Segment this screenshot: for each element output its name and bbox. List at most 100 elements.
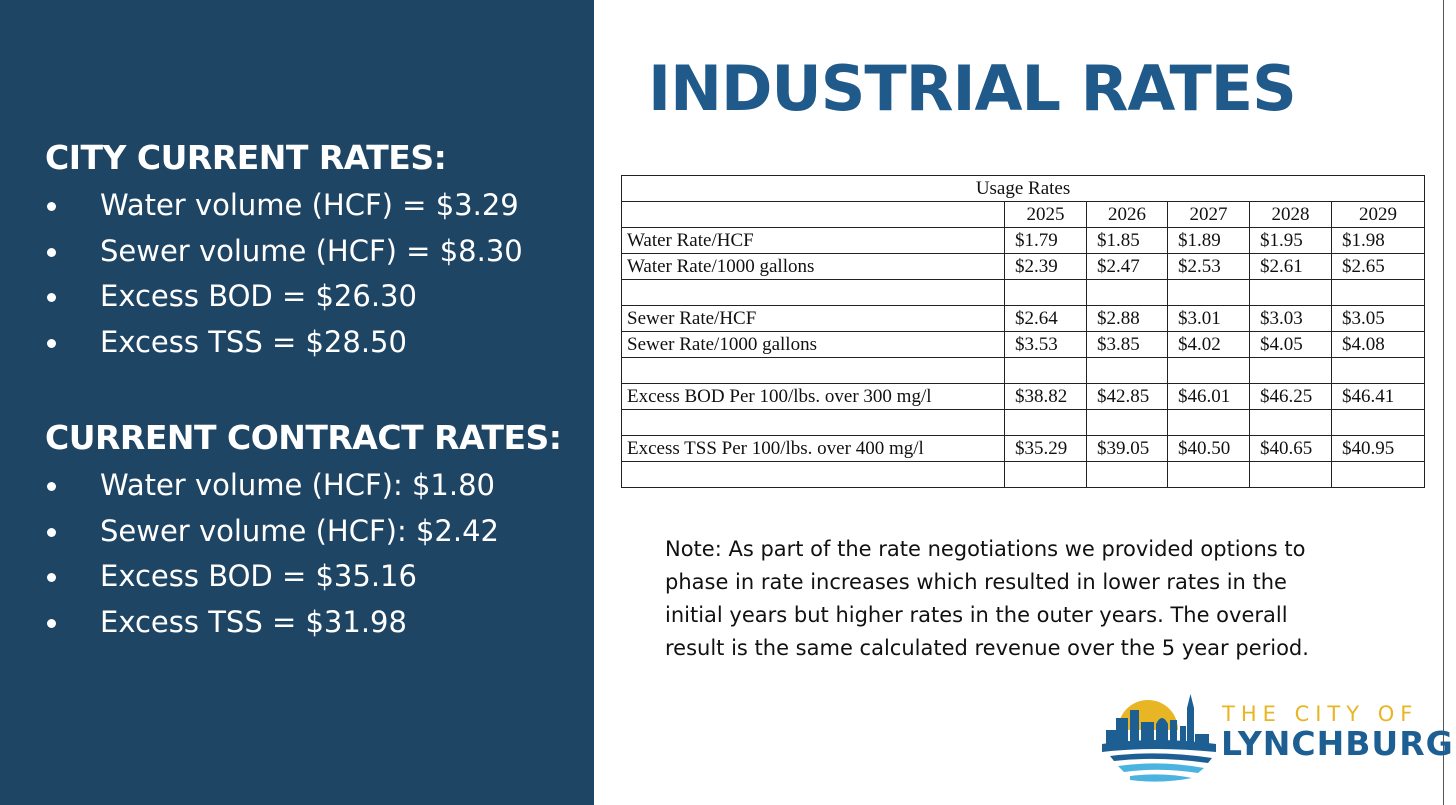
- rate-value-cell: [1167, 409, 1250, 436]
- rate-value-cell: $1.95: [1249, 227, 1332, 254]
- bullet-icon: [47, 247, 56, 257]
- rate-value-cell: $1.89: [1167, 227, 1250, 254]
- list-item-text: Excess TSS = $31.98: [100, 604, 407, 639]
- table-spacer-row: [621, 357, 1426, 384]
- bullet-icon: [47, 293, 56, 302]
- rate-label-cell: [621, 461, 1005, 488]
- rate-value-cell: $4.08: [1330, 331, 1426, 358]
- rate-value-cell: $1.79: [1004, 227, 1087, 254]
- table-row: Sewer Rate/HCF $2.64 $2.88 $3.01 $3.03 $3.05: [621, 305, 1426, 332]
- rate-value-cell: $1.98: [1330, 227, 1426, 254]
- rate-label-cell: Sewer Rate/HCF: [621, 305, 1005, 332]
- page-title: INDUSTRIAL RATES: [648, 52, 1297, 125]
- bullet-icon: [47, 338, 56, 348]
- rate-value-cell: $2.47: [1086, 253, 1168, 280]
- table-row: Excess BOD Per 100/lbs. over 300 mg/l $38…: [621, 383, 1426, 410]
- list-item-text: Excess BOD = $35.16: [100, 559, 417, 593]
- rate-value-cell: [1167, 279, 1250, 306]
- list-item: Water volume (HCF) = $3.29: [45, 183, 523, 229]
- list-item-text: Excess BOD = $26.30: [100, 279, 417, 313]
- rate-value-cell: $2.53: [1167, 253, 1250, 280]
- list-item-text: Water volume (HCF): $1.80: [100, 468, 495, 502]
- year-header: 2026: [1086, 201, 1168, 228]
- usage-rates-table: Usage Rates 2025 2026 2027 2028 2029 Wat…: [620, 175, 1426, 488]
- rate-value-cell: $3.01: [1167, 305, 1250, 332]
- skyline-icon: [1102, 694, 1216, 782]
- rate-value-cell: [1004, 357, 1087, 384]
- list-item: Sewer volume (HCF): $2.42: [45, 509, 499, 555]
- rate-value-cell: [1249, 279, 1332, 306]
- header-blank-cell: [621, 201, 1005, 228]
- rate-value-cell: [1086, 357, 1168, 384]
- rate-value-cell: $2.88: [1086, 305, 1168, 332]
- bullet-icon: [47, 618, 56, 628]
- rate-value-cell: [1249, 357, 1332, 384]
- table-spacer-row: [621, 461, 1426, 488]
- table-row: Water Rate/1000 gallons $2.39 $2.47 $2.53 $2…: [621, 253, 1426, 280]
- rate-value-cell: $2.65: [1330, 253, 1426, 280]
- list-item: Sewer volume (HCF) = $8.30: [45, 229, 523, 275]
- list-item: Excess BOD = $35.16: [45, 554, 499, 600]
- list-item: Excess BOD = $26.30: [45, 274, 523, 320]
- rate-value-cell: $42.85: [1086, 383, 1168, 410]
- table-caption-row: Usage Rates: [620, 175, 1426, 202]
- rate-value-cell: [1330, 461, 1426, 488]
- year-header: 2027: [1167, 201, 1250, 228]
- rate-value-cell: [1249, 461, 1332, 488]
- rate-value-cell: [1330, 357, 1426, 384]
- rate-label-cell: [621, 409, 1005, 436]
- rate-value-cell: $3.53: [1004, 331, 1087, 358]
- rate-value-cell: $46.25: [1249, 383, 1332, 410]
- list-item-text: Sewer volume (HCF) = $8.30: [100, 233, 523, 268]
- rate-value-cell: $35.29: [1004, 435, 1087, 462]
- rate-label-cell: Water Rate/HCF: [621, 227, 1005, 254]
- rate-value-cell: [1004, 409, 1087, 436]
- slide-edge-divider: [1443, 0, 1456, 805]
- contract-rates-heading: CURRENT CONTRACT RATES:: [45, 418, 562, 457]
- bullet-icon: [47, 482, 56, 491]
- table-spacer-row: [621, 279, 1426, 306]
- bullet-icon: [47, 202, 56, 211]
- city-logo: THE CITY OF LYNCHBURG: [1100, 690, 1453, 785]
- rate-value-cell: $39.05: [1086, 435, 1168, 462]
- table-spacer-row: [621, 409, 1426, 436]
- rate-value-cell: $3.85: [1086, 331, 1168, 358]
- list-item-text: Water volume (HCF) = $3.29: [100, 188, 519, 222]
- table-caption: Usage Rates: [620, 175, 1426, 202]
- rate-value-cell: $46.41: [1330, 383, 1426, 410]
- left-panel: CITY CURRENT RATES: Water volume (HCF) =…: [0, 0, 594, 805]
- note-line: result is the same calculated revenue ov…: [665, 636, 1309, 660]
- table-header-row: 2025 2026 2027 2028 2029: [621, 201, 1426, 228]
- rate-label-cell: [621, 279, 1005, 306]
- year-header: 2029: [1330, 201, 1426, 228]
- rate-value-cell: [1086, 461, 1168, 488]
- rate-value-cell: $40.65: [1249, 435, 1332, 462]
- logo-bottom-text: LYNCHBURG: [1221, 724, 1454, 763]
- contract-rates-list: Water volume (HCF): $1.80 Sewer volume (…: [45, 463, 499, 645]
- rate-value-cell: [1167, 357, 1250, 384]
- rate-value-cell: [1004, 279, 1087, 306]
- rate-value-cell: $4.02: [1167, 331, 1250, 358]
- rate-label-cell: Sewer Rate/1000 gallons: [621, 331, 1005, 358]
- rate-value-cell: $3.05: [1330, 305, 1426, 332]
- bullet-icon: [47, 527, 56, 537]
- rate-value-cell: $3.03: [1249, 305, 1332, 332]
- rate-value-cell: [1167, 461, 1250, 488]
- rate-label-cell: Excess TSS Per 100/lbs. over 400 mg/l: [621, 435, 1005, 462]
- list-item-text: Excess TSS = $28.50: [100, 324, 407, 359]
- rate-value-cell: [1330, 409, 1426, 436]
- note-line: Note: As part of the rate negotiations w…: [665, 537, 1306, 561]
- table-row: Excess TSS Per 100/lbs. over 400 mg/l $35…: [621, 435, 1426, 462]
- logo-top-text: THE CITY OF: [1222, 702, 1419, 726]
- rate-value-cell: $4.05: [1249, 331, 1332, 358]
- rate-value-cell: $1.85: [1086, 227, 1168, 254]
- list-item: Excess TSS = $31.98: [45, 600, 499, 646]
- note-line: initial years but higher rates in the ou…: [665, 603, 1288, 627]
- rate-value-cell: [1086, 409, 1168, 436]
- rate-value-cell: $46.01: [1167, 383, 1250, 410]
- rate-value-cell: $38.82: [1004, 383, 1087, 410]
- rate-value-cell: [1330, 279, 1426, 306]
- rate-label-cell: [621, 357, 1005, 384]
- rate-label-cell: Water Rate/1000 gallons: [621, 253, 1005, 280]
- city-current-rates-list: Water volume (HCF) = $3.29 Sewer volume …: [45, 183, 523, 365]
